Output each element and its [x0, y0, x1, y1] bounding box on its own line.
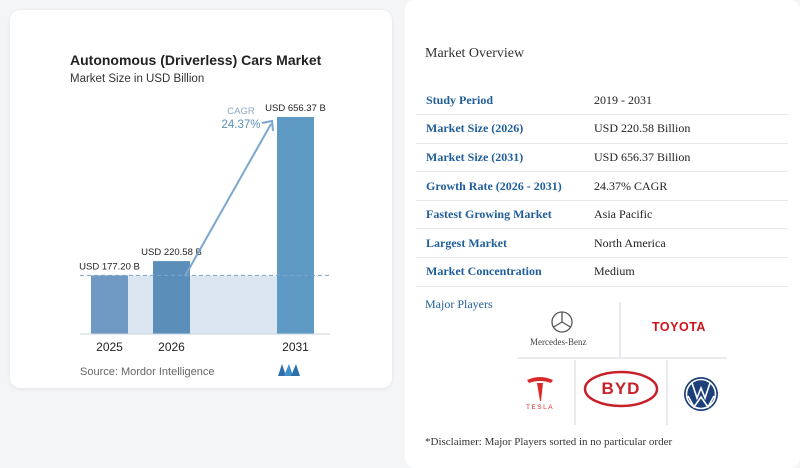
overview-row: Market Size (2026) USD 220.58 Billion: [416, 114, 788, 144]
overview-row-key: Growth Rate (2026 - 2031): [416, 171, 584, 201]
overview-row-key: Market Concentration: [416, 257, 584, 287]
tesla-logo-icon: [527, 377, 553, 401]
mercedes-logo-text: Mercedes-Benz: [530, 337, 587, 347]
category-label-2031: 2031: [282, 340, 309, 354]
overview-row: Market Concentration Medium: [416, 257, 788, 287]
market-size-chart: USD 177.20 B 2025 USD 220.58 B 2026 USD 656.…: [79, 103, 330, 376]
bar-value-label-2031: USD 656.37 B: [265, 103, 326, 114]
byd-logo-icon: [583, 370, 659, 408]
category-label-2026: 2026: [158, 340, 185, 354]
major-players-title: Major Players: [425, 297, 493, 311]
chart-subtitle: Market Size in USD Billion: [70, 73, 205, 85]
chart-title: Autonomous (Driverless) Cars Market: [70, 52, 322, 68]
overview-row: Largest Market North America: [416, 228, 788, 259]
overview-row: Study Period 2019 - 2031: [416, 86, 788, 116]
volkswagen-logo-icon: [684, 377, 718, 411]
overview-row-key: Fastest Growing Market: [416, 200, 584, 230]
overview-table: Study Period 2019 - 2031 Market Size (2026…: [416, 86, 788, 287]
overview-row-value: North America: [584, 228, 788, 259]
bar-2025: [91, 275, 128, 334]
overview-row-value: USD 656.37 Billion: [584, 143, 788, 173]
overview-row: Growth Rate (2026 - 2031) 24.37% CAGR: [416, 171, 788, 201]
mercedes-logo-icon: [551, 311, 573, 333]
overview-row-key: Study Period: [416, 86, 584, 116]
bar-value-label-2025: USD 177.20 B: [79, 261, 140, 272]
overview-row-key: Market Size (2026): [416, 114, 584, 144]
cagr-arrow: [184, 119, 274, 277]
chart-source: Source: Mordor Intelligence: [80, 366, 215, 378]
overview-row-value: Medium: [584, 257, 788, 287]
bar-value-label-2026: USD 220.58 B: [141, 247, 202, 258]
bar-2031: [277, 117, 314, 334]
overview-row-value: 2019 - 2031: [584, 86, 788, 116]
category-label-2025: 2025: [96, 340, 123, 354]
overview-row: Market Size (2031) USD 656.37 Billion: [416, 143, 788, 173]
tesla-logo-text: TESLA: [526, 404, 555, 411]
overview-title: Market Overview: [425, 46, 525, 61]
bar-2026: [153, 261, 190, 334]
overview-row: Fastest Growing Market Asia Pacific: [416, 200, 788, 230]
overview-row-value: USD 220.58 Billion: [584, 114, 788, 144]
overview-row-key: Market Size (2031): [416, 143, 584, 173]
disclaimer: *Disclaimer: Major Players sorted in no …: [425, 436, 673, 448]
cagr-value: 24.37%: [221, 119, 260, 131]
byd-logo-text: BYD: [601, 379, 641, 398]
cagr-label: CAGR: [227, 106, 255, 117]
overview-row-value: Asia Pacific: [584, 200, 788, 230]
toyota-logo-text: TOYOTA: [652, 320, 706, 334]
overview-row-value: 24.37% CAGR: [584, 171, 788, 201]
overview-row-key: Largest Market: [416, 228, 584, 259]
mordor-logo-icon: [278, 364, 300, 376]
